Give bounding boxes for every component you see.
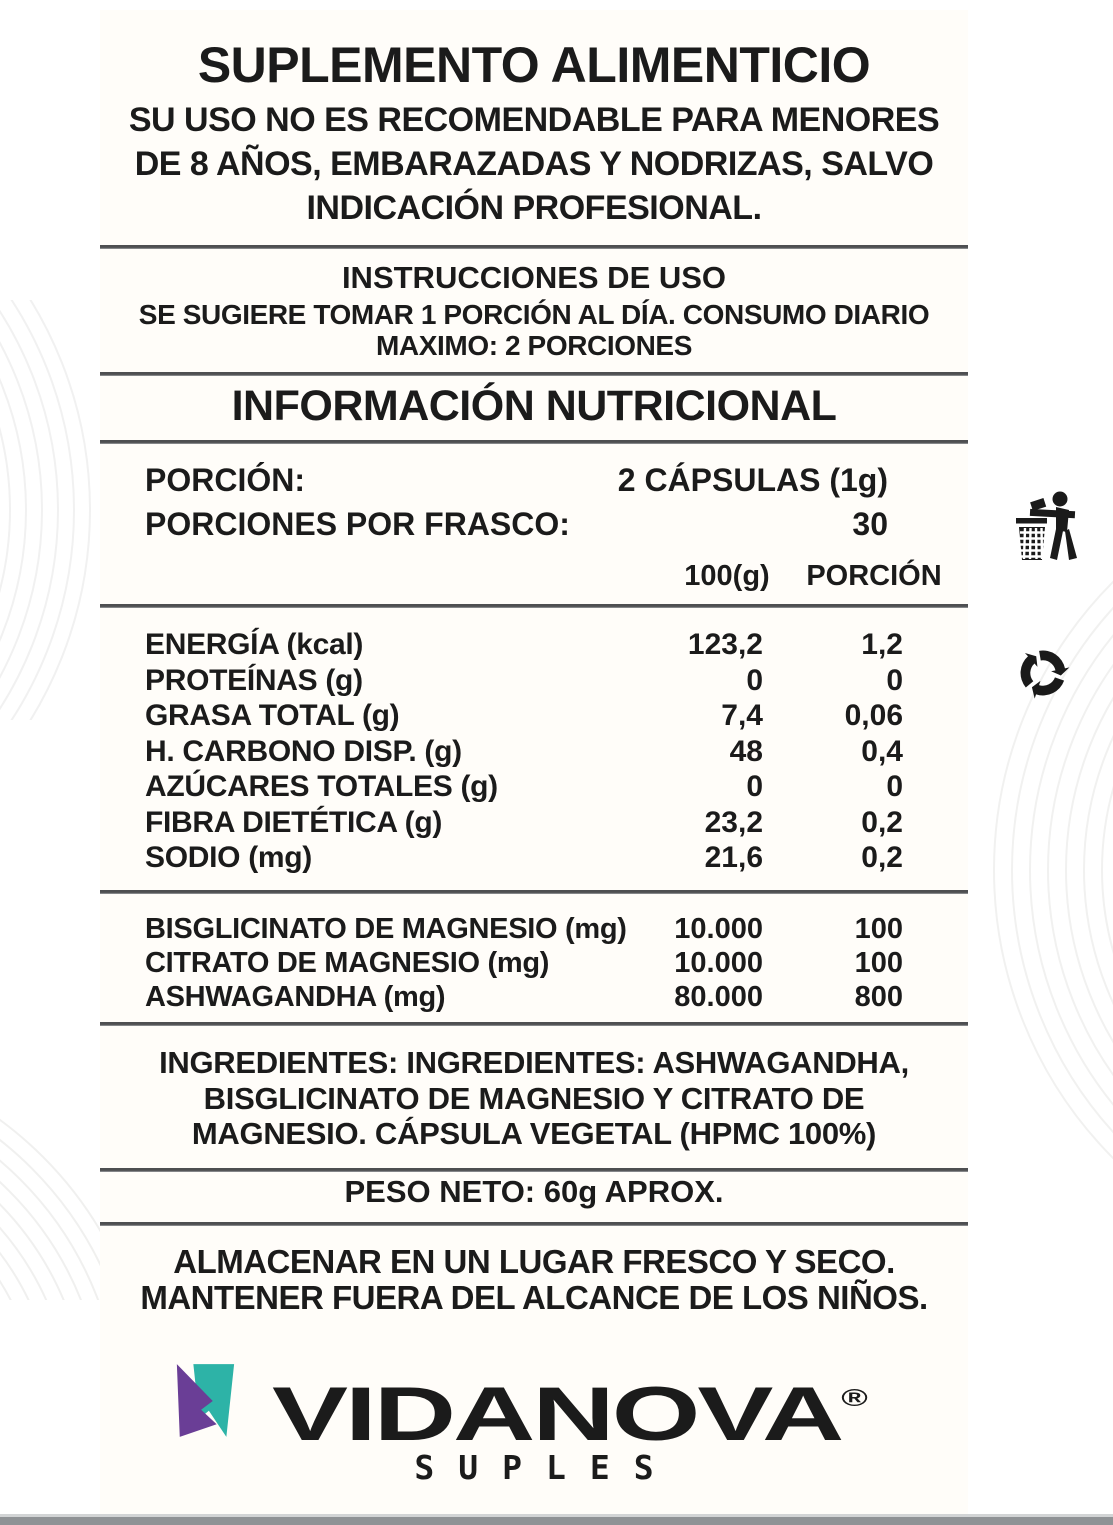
nutrient-name: PROTEÍNAS (g): [145, 663, 363, 697]
nutrient-per-portion: 0,2: [861, 805, 903, 839]
nutrient-name: GRASA TOTAL (g): [145, 699, 400, 732]
column-header-portion: PORCIÓN: [806, 560, 942, 592]
nutrient-per-portion: 0,4: [861, 734, 903, 768]
active-per-portion: 800: [854, 981, 903, 1013]
warning-line: INDICACIÓN PROFESIONAL.: [306, 189, 762, 227]
tidy-man-icon: [1016, 491, 1077, 560]
nutrient-per-100g: 0: [746, 663, 763, 697]
divider: [100, 890, 968, 894]
storage-line: MANTENER FUERA DEL ALCANCE DE LOS NIÑOS.: [140, 1279, 928, 1316]
servings-per-container-value: 30: [852, 506, 888, 542]
nutrient-per-portion: 0,06: [844, 699, 903, 732]
recycle-icon: [1020, 650, 1070, 699]
divider: [100, 604, 968, 608]
divider: [100, 1222, 968, 1226]
serving-size-value: 2 CÁPSULAS (1g): [617, 462, 888, 498]
active-per-100g: 10.000: [674, 947, 763, 979]
active-per-portion: 100: [854, 913, 903, 945]
nutrient-per-portion: 0: [886, 663, 903, 697]
warning-line: SU USO NO ES RECOMENDABLE PARA MENORES: [128, 101, 940, 139]
divider: [100, 1022, 968, 1026]
brand-name: VIDANOVA: [272, 1372, 844, 1457]
nutrient-name: SODIO (mg): [145, 841, 312, 874]
nutrient-table: ENERGÍA (kcal) 123,2 1,2 PROTEÍNAS (g) 0…: [100, 627, 968, 876]
nutrient-name: AZÚCARES TOTALES (g): [145, 770, 498, 803]
nutrient-per-100g: 21,6: [704, 841, 763, 874]
brand-logo-icon: [176, 1364, 235, 1437]
nutrient-per-100g: 0: [746, 770, 763, 803]
ingredients-line: BISGLICINATO DE MAGNESIO Y CITRATO DE: [203, 1080, 865, 1116]
nutrient-per-100g: 23,2: [704, 805, 763, 839]
ingredients-text: INGREDIENTES: INGREDIENTES: ASHWAGANDHA,…: [100, 1045, 968, 1152]
divider: [100, 372, 968, 376]
active-per-portion: 100: [854, 947, 903, 979]
bottom-edge-bar: [0, 1514, 1113, 1525]
nutrient-row: ENERGÍA (kcal) 123,2 1,2: [100, 627, 968, 663]
column-header-100g: 100(g): [684, 560, 770, 592]
instructions-text: SE SUGIERE TOMAR 1 PORCIÓN AL DÍA. CONSU…: [100, 299, 968, 361]
nutrient-name: H. CARBONO DISP. (g): [145, 734, 462, 768]
nutrient-per-100g: 48: [729, 734, 763, 768]
warning-text: SU USO NO ES RECOMENDABLE PARA MENORES D…: [100, 98, 968, 230]
storage-text: ALMACENAR EN UN LUGAR FRESCO Y SECO. MAN…: [100, 1244, 968, 1316]
instructions-heading: INSTRUCCIONES DE USO: [341, 260, 727, 295]
divider: [100, 245, 968, 249]
registered-trademark-icon: ®: [841, 1385, 868, 1412]
ingredients-line: MAGNESIO. CÁPSULA VEGETAL (HPMC 100%): [191, 1116, 877, 1151]
brand-wordmark: VIDANOVA®: [272, 1362, 868, 1453]
background-swirl-bottom-left: [0, 1118, 100, 1300]
instructions-line: SE SUGIERE TOMAR 1 PORCIÓN AL DÍA. CONSU…: [138, 299, 930, 330]
active-ingredient-row: BISGLICINATO DE MAGNESIO (mg) 10.000 100: [100, 912, 968, 946]
nutrition-heading: INFORMACIÓN NUTRICIONAL: [231, 382, 837, 430]
page-title: SUPLEMENTO ALIMENTICIO: [197, 37, 871, 93]
nutrient-row: H. CARBONO DISP. (g) 48 0,4: [100, 734, 968, 770]
servings-per-container-label: PORCIONES POR FRASCO:: [145, 506, 570, 542]
active-per-100g: 80.000: [674, 981, 763, 1013]
divider: [100, 1168, 968, 1172]
nutrient-row: GRASA TOTAL (g) 7,4 0,06: [100, 698, 968, 734]
active-ingredient-row: CITRATO DE MAGNESIO (mg) 10.000 100: [100, 946, 968, 980]
instructions-line: MAXIMO: 2 PORCIONES: [376, 330, 692, 361]
serving-size-label: PORCIÓN:: [145, 462, 305, 498]
background-swirl-left: [0, 300, 91, 720]
serving-size-row: PORCIÓN: 2 CÁPSULAS (1g): [145, 462, 888, 499]
active-ingredient-name: BISGLICINATO DE MAGNESIO (mg): [145, 913, 627, 945]
active-per-100g: 10.000: [674, 913, 763, 945]
active-ingredient-table: BISGLICINATO DE MAGNESIO (mg) 10.000 100…: [100, 912, 968, 1014]
nutrient-row: PROTEÍNAS (g) 0 0: [100, 663, 968, 699]
nutrient-name: ENERGÍA (kcal): [145, 628, 364, 661]
storage-line: ALMACENAR EN UN LUGAR FRESCO Y SECO.: [173, 1243, 895, 1280]
nutrient-name: FIBRA DIETÉTICA (g): [145, 805, 443, 839]
nutrient-per-100g: 7,4: [721, 699, 763, 732]
active-ingredient-name: CITRATO DE MAGNESIO (mg): [145, 947, 550, 979]
nutrient-per-portion: 0,2: [861, 841, 903, 874]
nutrient-row: SODIO (mg) 21,6 0,2: [100, 840, 968, 876]
divider: [100, 440, 968, 444]
nutrient-per-100g: 123,2: [687, 628, 763, 661]
active-ingredient-name: ASHWAGANDHA (mg): [145, 981, 446, 1013]
nutrient-row: FIBRA DIETÉTICA (g) 23,2 0,2: [100, 805, 968, 841]
nutrient-row: AZÚCARES TOTALES (g) 0 0: [100, 769, 968, 805]
active-ingredient-row: ASHWAGANDHA (mg) 80.000 800: [100, 980, 968, 1014]
brand-subtitle: SUPLES: [414, 1448, 678, 1487]
supplement-label-panel: SUPLEMENTO ALIMENTICIO SU USO NO ES RECO…: [100, 10, 968, 1516]
warning-line: DE 8 AÑOS, EMBARAZADAS Y NODRIZAS, SALVO: [134, 145, 934, 183]
net-weight-text: PESO NETO: 60g APROX.: [344, 1174, 724, 1209]
nutrient-per-portion: 1,2: [861, 628, 903, 661]
ingredients-line: INGREDIENTES: INGREDIENTES: ASHWAGANDHA,: [159, 1045, 909, 1080]
nutrient-per-portion: 0: [886, 770, 903, 803]
servings-per-container-row: PORCIONES POR FRASCO: 30: [145, 506, 888, 543]
